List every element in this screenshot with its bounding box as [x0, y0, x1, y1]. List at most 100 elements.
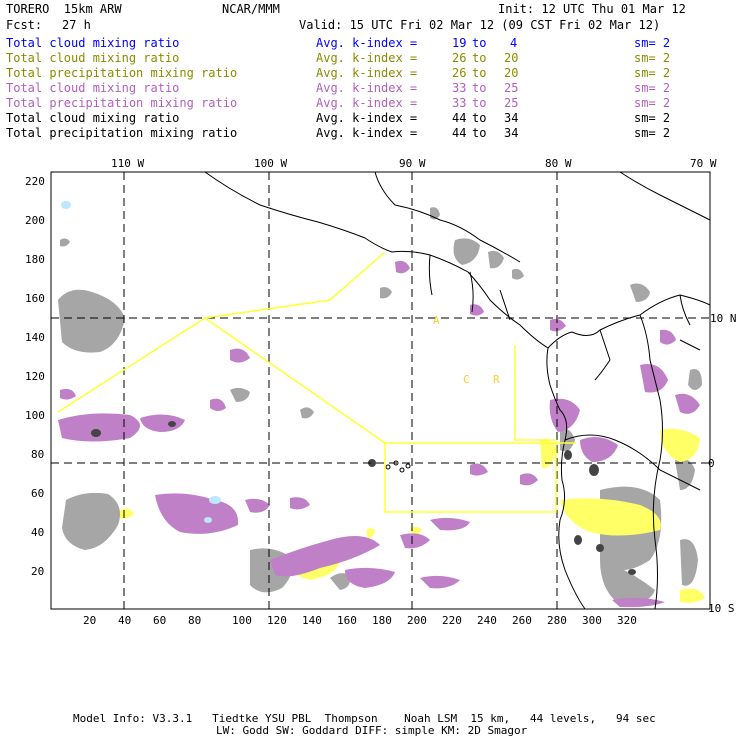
map-letter-a: A	[433, 314, 440, 327]
grid-x-tick: 60	[153, 614, 167, 627]
legend-kindex: Avg. k-index =	[316, 111, 418, 125]
legend-to: to	[472, 51, 487, 65]
legend-smoothing: sm= 2	[634, 66, 671, 80]
lat-label: 10 N	[710, 312, 737, 325]
legend-kindex: Avg. k-index =	[316, 51, 418, 65]
grid-x-tick: 320	[617, 614, 637, 627]
grid-x-tick: 200	[407, 614, 427, 627]
forecast-hour: 27 h	[62, 18, 91, 32]
grid-x-tick: 240	[477, 614, 497, 627]
legend-row: Total precipitation mixing ratio Avg. k-…	[6, 126, 736, 141]
legend-smoothing: sm= 2	[634, 36, 671, 50]
legend-kindex-high: 26	[452, 66, 467, 80]
organization: NCAR/MMM	[222, 2, 280, 16]
legend-field: Total cloud mixing ratio	[6, 111, 180, 125]
map-frame	[50, 171, 711, 610]
legend-kindex-low: 20	[504, 66, 519, 80]
forecast-label: Fcst:	[6, 18, 43, 32]
lon-label: 70 W	[690, 157, 717, 170]
grid-y-tick: 60	[31, 487, 45, 500]
legend-smoothing: sm= 2	[634, 51, 671, 65]
legend-to: to	[472, 81, 487, 95]
grid-x-tick: 100	[232, 614, 252, 627]
grid-y-tick: 120	[25, 370, 45, 383]
lat-label: 10 S	[708, 602, 735, 615]
cloud-yellow-areas	[120, 428, 705, 603]
legend-row: Total cloud mixing ratio Avg. k-index = …	[6, 51, 736, 66]
legend-kindex: Avg. k-index =	[316, 81, 418, 95]
legend-row: Total precipitation mixing ratio Avg. k-…	[6, 96, 736, 111]
coastlines	[204, 171, 711, 610]
legend-kindex-low: 25	[504, 81, 519, 95]
legend-field: Total cloud mixing ratio	[6, 81, 180, 95]
galapagos-islands	[385, 460, 411, 473]
legend-kindex: Avg. k-index =	[316, 36, 418, 50]
legend-kindex: Avg. k-index =	[316, 96, 418, 110]
grid-y-tick: 80	[31, 448, 45, 461]
lat-lon-grid	[51, 172, 710, 609]
init-time: Init: 12 UTC Thu 01 Mar 12	[498, 2, 686, 16]
legend-field: Total cloud mixing ratio	[6, 36, 180, 50]
footer-physics-info: LW: Godd SW: Goddard DIFF: simple KM: 2D…	[216, 724, 528, 737]
map-letter-c: C	[463, 373, 470, 386]
grid-y-tick: 140	[25, 331, 45, 344]
grid-y-tick: 180	[25, 253, 45, 266]
lon-label: 80 W	[545, 157, 572, 170]
grid-x-tick: 40	[118, 614, 132, 627]
model-title: TORERO 15km ARW	[6, 2, 122, 16]
legend-kindex: Avg. k-index =	[316, 66, 418, 80]
legend-smoothing: sm= 2	[634, 126, 671, 140]
lon-label: 90 W	[399, 157, 426, 170]
lat-label: 0	[708, 457, 715, 470]
legend-to: to	[472, 96, 487, 110]
cloud-purple-areas	[58, 260, 700, 608]
legend-to: to	[472, 36, 487, 50]
legend-kindex-low: 34	[504, 111, 519, 125]
legend-kindex-low: 34	[504, 126, 519, 140]
map-letters: A C R	[433, 314, 500, 386]
grid-x-tick: 140	[302, 614, 322, 627]
grid-x-tick: 260	[512, 614, 532, 627]
legend-smoothing: sm= 2	[634, 111, 671, 125]
grid-x-tick: 220	[442, 614, 462, 627]
grid-y-tick: 40	[31, 526, 45, 539]
legend-row: Total cloud mixing ratio Avg. k-index = …	[6, 36, 736, 51]
grid-y-tick: 100	[25, 409, 45, 422]
legend-to: to	[472, 126, 487, 140]
region-outlines	[57, 251, 576, 513]
legend-field: Total precipitation mixing ratio	[6, 96, 238, 110]
grid-y-tick: 160	[25, 292, 45, 305]
legend-to: to	[472, 111, 487, 125]
legend-kindex-high: 44	[452, 126, 467, 140]
cloud-gray-areas	[58, 207, 702, 605]
legend-smoothing: sm= 2	[634, 81, 671, 95]
legend-kindex-high: 33	[452, 96, 467, 110]
legend-kindex: Avg. k-index =	[316, 126, 418, 140]
cloud-dark-cores	[91, 421, 636, 575]
grid-x-tick: 180	[372, 614, 392, 627]
footer-model-info: Model Info: V3.3.1 Tiedtke YSU PBL Thomp…	[73, 712, 656, 725]
grid-y-tick: 220	[25, 175, 45, 188]
legend-kindex-low: 25	[504, 96, 519, 110]
grid-x-tick: 160	[337, 614, 357, 627]
grid-y-tick: 20	[31, 565, 45, 578]
legend-row: Total cloud mixing ratio Avg. k-index = …	[6, 81, 736, 96]
legend-field: Total precipitation mixing ratio	[6, 126, 238, 140]
grid-x-tick: 20	[83, 614, 97, 627]
valid-time: Valid: 15 UTC Fri 02 Mar 12 (09 CST Fri …	[299, 18, 661, 32]
legend-kindex-high: 44	[452, 111, 467, 125]
legend-kindex-low: 20	[504, 51, 519, 65]
legend-kindex-low: 4	[510, 36, 518, 50]
legend-row: Total precipitation mixing ratio Avg. k-…	[6, 66, 736, 81]
grid-x-tick: 300	[582, 614, 602, 627]
legend-smoothing: sm= 2	[634, 96, 671, 110]
legend-kindex-high: 19	[452, 36, 467, 50]
grid-x-tick: 80	[188, 614, 202, 627]
map-letter-r: R	[493, 373, 500, 386]
legend-kindex-high: 33	[452, 81, 467, 95]
legend-to: to	[472, 66, 487, 80]
grid-x-tick: 120	[267, 614, 287, 627]
legend-field: Total cloud mixing ratio	[6, 51, 180, 65]
grid-y-tick: 200	[25, 214, 45, 227]
